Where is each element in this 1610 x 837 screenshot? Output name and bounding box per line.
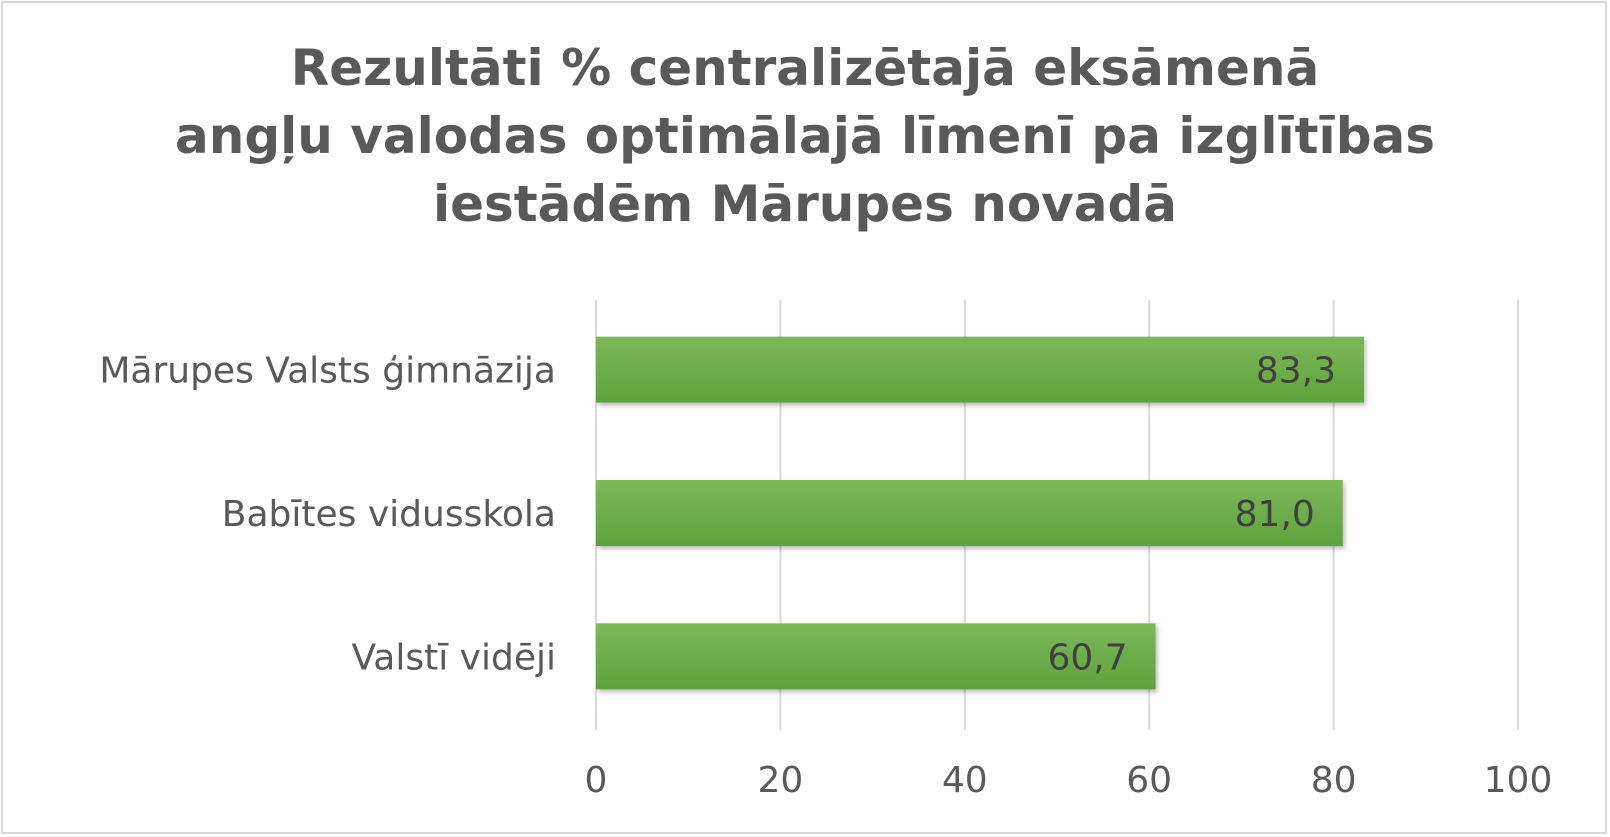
x-tick-label: 20 <box>757 760 803 801</box>
chart-title-line-3: iestādēm Mārupes novadā <box>432 175 1178 233</box>
y-category-label: Valstī vidēji <box>351 637 556 678</box>
bar-data-label: 60,7 <box>1047 637 1127 678</box>
bars <box>596 336 1365 690</box>
bar <box>596 623 1156 690</box>
x-tick-label: 60 <box>1126 760 1172 801</box>
x-tick-label: 40 <box>942 760 988 801</box>
chart-title: Rezultāti % centralizētajā eksāmenā angļ… <box>0 34 1610 238</box>
bar <box>596 336 1365 403</box>
chart-title-line-1: Rezultāti % centralizētajā eksāmenā <box>290 39 1320 97</box>
x-tick-label: 80 <box>1311 760 1357 801</box>
bar <box>596 480 1343 546</box>
x-tick-label: 0 <box>585 760 608 801</box>
bar-data-label: 81,0 <box>1235 494 1315 535</box>
y-category-label: Mārupes Valsts ģimnāzija <box>99 351 556 392</box>
bar-data-label: 83,3 <box>1256 351 1336 392</box>
labels: 0 20 40 60 80 100 83,3 Mārupes Valsts ģimnāzija… <box>99 351 1552 801</box>
x-tick-label: 100 <box>1484 760 1553 801</box>
chart-title-line-2: angļu valodas optimālajā līmenī pa izglī… <box>175 107 1435 165</box>
y-category-label: Babītes vidusskola <box>222 494 556 535</box>
